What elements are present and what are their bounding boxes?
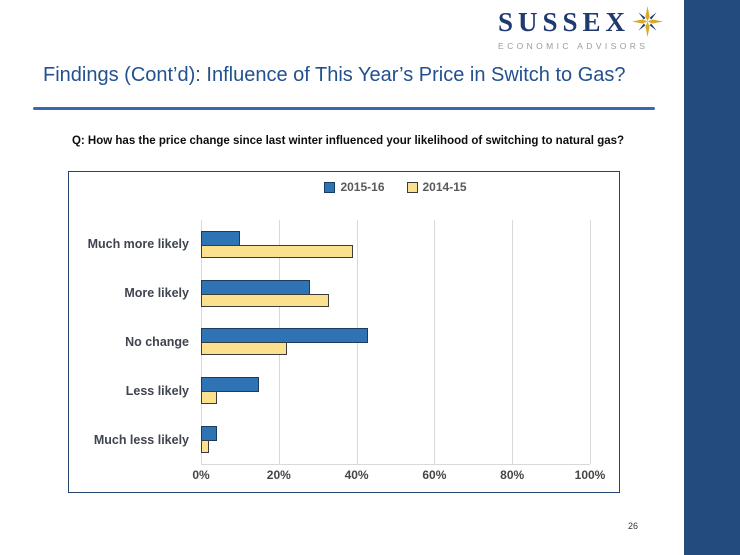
company-logo: SUSSEX ECONOMIC ADVISORS <box>498 5 674 51</box>
bar-2015-16-much-less-likely <box>201 426 217 442</box>
legend-swatch-icon <box>406 181 418 193</box>
legend-swatch-icon <box>324 181 336 193</box>
bar-chart: 2015-16 2014-15 Much more likely More like… <box>68 171 620 493</box>
category-label: More likely <box>124 286 189 301</box>
bar-2014-15-much-less-likely <box>201 440 209 454</box>
category-row <box>201 366 590 415</box>
x-tick-label: 100% <box>574 468 606 482</box>
survey-question: Q: How has the price change since last w… <box>71 135 625 147</box>
category-row <box>201 415 590 464</box>
category-axis-labels: Much more likely More likely No change Less… <box>71 220 195 464</box>
legend-label: 2014-15 <box>422 180 467 194</box>
x-tick-label: 60% <box>422 468 447 482</box>
category-row <box>201 318 590 367</box>
x-tick-label: 80% <box>500 468 525 482</box>
bar-2015-16-more-likely <box>201 279 310 295</box>
title-divider <box>33 107 655 110</box>
category-label: Less likely <box>125 383 189 398</box>
bar-2015-16-much-more-likely <box>201 230 240 246</box>
compass-star-icon <box>631 5 664 38</box>
category-row <box>201 269 590 318</box>
category-label: No change <box>125 334 189 349</box>
x-tick-label: 20% <box>266 468 291 482</box>
x-axis: 0% 20% 40% 60% 80% 100% <box>192 468 605 488</box>
page-number: 26 <box>628 521 639 531</box>
chart-legend: 2015-16 2014-15 <box>201 180 590 194</box>
right-accent-bar <box>684 0 740 555</box>
legend-item-2015-16: 2015-16 <box>324 180 385 194</box>
category-label: Much less likely <box>93 432 189 447</box>
logo-subtitle: ECONOMIC ADVISORS <box>498 41 649 51</box>
logo-wordmark: SUSSEX <box>498 7 631 37</box>
bar-2015-16-no-change <box>201 328 369 344</box>
category-label: Much more likely <box>87 237 189 252</box>
bar-2014-15-no-change <box>201 342 287 356</box>
bar-2015-16-less-likely <box>201 377 260 393</box>
gridline <box>434 220 436 464</box>
category-row <box>201 220 590 269</box>
bar-2014-15-more-likely <box>201 293 330 307</box>
plot-area <box>201 220 591 465</box>
gridline <box>590 220 591 464</box>
legend-label: 2015-16 <box>340 180 385 194</box>
legend-item-2014-15: 2014-15 <box>406 180 467 194</box>
slide-title: Findings (Cont’d): Influence of This Yea… <box>43 64 626 86</box>
x-tick-label: 0% <box>192 468 210 482</box>
x-tick-label: 40% <box>344 468 369 482</box>
gridline <box>512 220 514 464</box>
bar-2014-15-much-more-likely <box>201 244 353 258</box>
bar-2014-15-less-likely <box>201 391 217 405</box>
